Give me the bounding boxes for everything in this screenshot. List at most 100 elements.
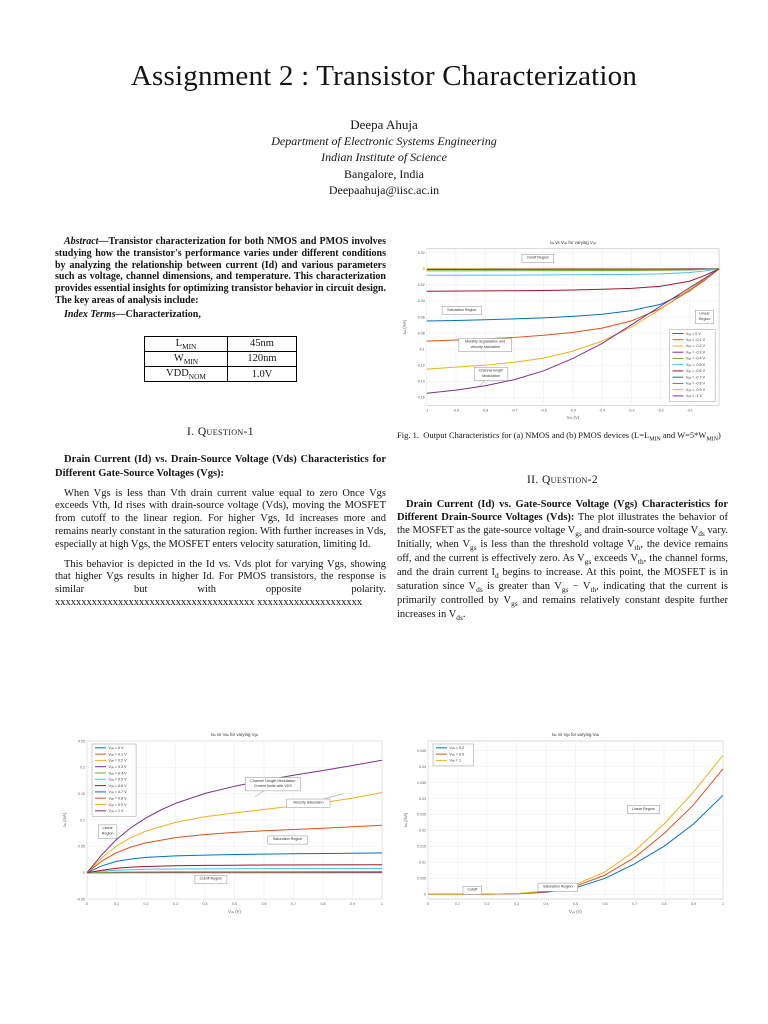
svg-text:Vgs = -0.3 V: Vgs = -0.3 V bbox=[686, 350, 706, 354]
svg-text:0.3: 0.3 bbox=[173, 902, 178, 906]
svg-text:0.4: 0.4 bbox=[544, 902, 549, 906]
svg-text:Vgs = -0.8 V: Vgs = -0.8 V bbox=[686, 382, 706, 386]
svg-text:0.005: 0.005 bbox=[417, 877, 426, 881]
svg-text:-0.06: -0.06 bbox=[417, 315, 425, 319]
svg-text:0.05: 0.05 bbox=[78, 845, 85, 849]
svg-text:velocity saturation: velocity saturation bbox=[471, 345, 500, 349]
svg-text:0.25: 0.25 bbox=[78, 739, 85, 743]
svg-text:Vds (V): Vds (V) bbox=[228, 909, 241, 914]
svg-text:-0.08: -0.08 bbox=[417, 331, 425, 335]
author-department: Department of Electronic Systems Enginee… bbox=[271, 134, 497, 149]
svg-text:0.015: 0.015 bbox=[417, 845, 426, 849]
svg-text:Ids vs Vds for varying Vgs: Ids vs Vds for varying Vgs bbox=[550, 240, 597, 245]
section-heading-q1: I. Question-1 bbox=[187, 426, 254, 439]
svg-text:0.9: 0.9 bbox=[350, 902, 355, 906]
q2-text: The plot illustrates the behavior of the… bbox=[397, 512, 729, 623]
svg-text:Vgs = 0.1 V: Vgs = 0.1 V bbox=[109, 752, 128, 756]
figure1-caption-label: Fig. 1. bbox=[397, 430, 419, 440]
svg-text:0.04: 0.04 bbox=[419, 765, 426, 769]
figure1-caption-text: Output Characteristics for (a) NMOS and … bbox=[423, 430, 721, 443]
svg-text:Vgs = 0.4 V: Vgs = 0.4 V bbox=[109, 771, 128, 775]
svg-text:0.8: 0.8 bbox=[321, 902, 326, 906]
svg-text:Vgs = 0.3 V: Vgs = 0.3 V bbox=[109, 765, 128, 769]
svg-text:0.4: 0.4 bbox=[203, 902, 208, 906]
svg-text:-0.9: -0.9 bbox=[453, 408, 459, 412]
svg-text:0.1: 0.1 bbox=[455, 902, 460, 906]
figure2-nmos-output-chart: 0 0.1 0.2 0.3 0.4 0.5 0.6 0.7 0.8 0.9 1 -0.05 0 0.05 0… bbox=[57, 727, 391, 919]
svg-text:Cutoff Region: Cutoff Region bbox=[527, 256, 549, 260]
svg-text:Vgs = 0.8 V: Vgs = 0.8 V bbox=[109, 797, 128, 801]
q2-lead: Drain Current (Id) vs. Gate-Source Volta… bbox=[397, 499, 728, 524]
svg-text:Vgs = -0.2 V: Vgs = -0.2 V bbox=[686, 344, 706, 348]
svg-text:Channel Length Modulation: Channel Length Modulation bbox=[250, 779, 295, 783]
svg-text:Saturation Region: Saturation Region bbox=[273, 837, 303, 841]
abstract-lead: Abstract— bbox=[64, 236, 109, 247]
svg-text:0.7: 0.7 bbox=[291, 902, 296, 906]
svg-text:Linear Region: Linear Region bbox=[632, 807, 655, 811]
svg-text:Vgs = -0.4 V: Vgs = -0.4 V bbox=[686, 357, 706, 361]
svg-text:0.5: 0.5 bbox=[232, 902, 237, 906]
svg-text:-0.8: -0.8 bbox=[482, 408, 488, 412]
svg-text:Linear: Linear bbox=[699, 312, 710, 316]
svg-text:-0.05: -0.05 bbox=[77, 897, 85, 901]
svg-text:-0.02: -0.02 bbox=[417, 283, 425, 287]
svg-text:-0.14: -0.14 bbox=[417, 380, 425, 384]
svg-text:Vgs = -0.1 V: Vgs = -0.1 V bbox=[686, 338, 706, 342]
svg-text:0.15: 0.15 bbox=[78, 792, 85, 796]
param-label: WMIN bbox=[144, 350, 228, 368]
section-heading-q2: II. Question-2 bbox=[526, 474, 599, 487]
svg-text:Vgs = 0.9 V: Vgs = 0.9 V bbox=[109, 803, 128, 807]
author-name: Deepa Ahuja bbox=[350, 117, 418, 132]
svg-text:0.9: 0.9 bbox=[691, 902, 696, 906]
svg-text:-0.5: -0.5 bbox=[570, 408, 576, 412]
svg-text:Saturation Region: Saturation Region bbox=[543, 884, 573, 888]
svg-text:0.6: 0.6 bbox=[603, 902, 608, 906]
svg-text:Region: Region bbox=[699, 317, 711, 321]
figure1-caption: Fig. 1. Output Characteristics for (a) N… bbox=[397, 430, 728, 444]
svg-text:0.2: 0.2 bbox=[485, 902, 490, 906]
figure1-pmos-output-chart: -1 -0.9 -0.8 -0.7 -0.6 -0.5 -0.4 -0.3 -0.2 -0.1 0.… bbox=[397, 234, 728, 426]
param-label: VDDNOM bbox=[144, 366, 228, 383]
svg-text:-0.12: -0.12 bbox=[417, 363, 425, 367]
svg-text:Vgs = -0.5 V: Vgs = -0.5 V bbox=[686, 363, 706, 367]
svg-text:Saturation Region: Saturation Region bbox=[447, 308, 476, 312]
svg-text:0.7: 0.7 bbox=[632, 902, 637, 906]
author-location: Bangalore, India bbox=[344, 166, 424, 181]
figure3-nmos-transfer-chart: 0 0.1 0.2 0.3 0.4 0.5 0.6 0.7 0.8 0.9 1 0 0.005 0.01 0… bbox=[398, 727, 732, 919]
svg-text:Velocity Saturation: Velocity Saturation bbox=[293, 800, 324, 804]
svg-text:Vgs = 0 V: Vgs = 0 V bbox=[109, 746, 125, 750]
svg-text:0.8: 0.8 bbox=[662, 902, 667, 906]
author-email: Deepaahuja@iisc.ac.in bbox=[328, 182, 440, 197]
svg-text:Region: Region bbox=[102, 831, 114, 835]
table-row: WMIN 120nm bbox=[144, 350, 297, 368]
param-value: 45nm bbox=[227, 335, 297, 352]
device-parameters-table: LMIN 45nm WMIN 120nm VDDNOM 1.0V bbox=[144, 335, 297, 383]
svg-text:0.2: 0.2 bbox=[144, 902, 149, 906]
svg-text:Vgs = 1 V: Vgs = 1 V bbox=[109, 809, 125, 813]
svg-text:-0.2: -0.2 bbox=[658, 408, 664, 412]
svg-text:0.02: 0.02 bbox=[419, 829, 426, 833]
svg-text:-0.16: -0.16 bbox=[417, 396, 425, 400]
paper-title: Assignment 2 : Transistor Characterizati… bbox=[130, 60, 638, 92]
svg-text:0.3: 0.3 bbox=[514, 902, 519, 906]
left-column: Abstract—Transistor characterization for… bbox=[55, 236, 386, 610]
svg-text:0: 0 bbox=[423, 267, 425, 271]
abstract: Abstract—Transistor characterization for… bbox=[55, 236, 386, 307]
index-terms: Index Terms—Characterization, bbox=[55, 309, 386, 321]
svg-text:-0.1: -0.1 bbox=[419, 347, 425, 351]
svg-text:Vgs = -0.6 V: Vgs = -0.6 V bbox=[686, 369, 706, 373]
svg-text:0: 0 bbox=[83, 871, 85, 875]
svg-text:1: 1 bbox=[722, 902, 724, 906]
svg-text:0: 0 bbox=[427, 902, 429, 906]
svg-text:-0.4: -0.4 bbox=[599, 408, 605, 412]
abstract-text: Transistor characterization for both NMO… bbox=[55, 236, 386, 306]
svg-text:Vgs = -0.9 V: Vgs = -0.9 V bbox=[686, 388, 706, 392]
svg-text:Vgs = 0.7 V: Vgs = 0.7 V bbox=[109, 790, 128, 794]
svg-text:Ids (mA): Ids (mA) bbox=[402, 319, 407, 334]
svg-text:0.045: 0.045 bbox=[417, 749, 426, 753]
svg-text:0.2: 0.2 bbox=[80, 766, 85, 770]
svg-text:Vds = 1: Vds = 1 bbox=[450, 759, 462, 763]
svg-text:Cutoff: Cutoff bbox=[467, 888, 478, 892]
svg-text:0: 0 bbox=[86, 902, 88, 906]
